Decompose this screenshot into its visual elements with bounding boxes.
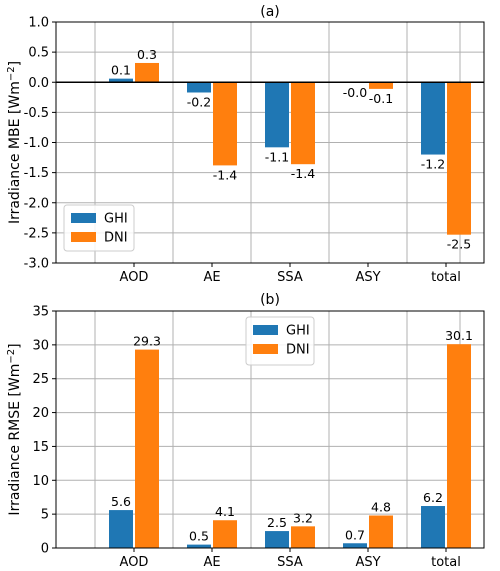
- x-tick-label: SSA: [277, 555, 303, 570]
- data-label: -1.1: [265, 149, 289, 164]
- x-tick-label: AOD: [120, 270, 149, 285]
- bar-dni-asy: [369, 515, 393, 548]
- y-axis-label: Irradiance RMSE [Wm−2]: [6, 343, 23, 515]
- bar-dni-total: [447, 344, 471, 548]
- x-tick-label: ASY: [355, 555, 380, 570]
- bar-dni-ssa: [291, 526, 315, 548]
- data-label: -0.0: [343, 85, 367, 100]
- bar-ghi-total: [421, 506, 445, 548]
- legend-label-dni: DNI: [286, 343, 310, 358]
- plot-frame: [55, 310, 485, 549]
- y-tick-label: 25: [32, 372, 49, 387]
- y-tick-label: -1.5: [24, 166, 49, 181]
- x-tick-label: AE: [203, 555, 220, 570]
- y-tick-label: 0.0: [28, 76, 49, 91]
- data-label: -1.4: [213, 167, 237, 182]
- bar-ghi-aod: [109, 78, 133, 83]
- bar-dni-aod: [135, 349, 159, 548]
- bar-dni-total: [447, 82, 471, 235]
- data-label: 4.8: [371, 499, 391, 514]
- data-label: 0.5: [189, 529, 209, 544]
- panel-b: 5.6 0.5 2.5 0.7 6.2 29.3 4.1 3.2 4.8 30.1 0 5 10 15 20…: [6, 292, 485, 570]
- y-tick-label: -3.0: [24, 257, 49, 272]
- x-tick-label: total: [431, 555, 461, 570]
- y-tick-label: -0.5: [24, 106, 49, 121]
- panel-title: (b): [260, 292, 280, 308]
- data-label: -1.2: [421, 157, 445, 172]
- bar-dni-ae: [213, 82, 237, 166]
- y-tick-label: -2.0: [24, 196, 49, 211]
- data-label: -1.4: [291, 166, 315, 181]
- y-axis-label-superscript: −2: [6, 66, 17, 81]
- y-tick-label: 20: [32, 406, 49, 421]
- data-label: 3.2: [293, 510, 313, 525]
- panel-title: (a): [260, 4, 280, 20]
- bar-ghi-asy: [343, 543, 367, 548]
- bar-ghi-ae: [187, 544, 211, 548]
- y-tick-label: 0.5: [28, 46, 49, 61]
- data-label: 6.2: [423, 490, 443, 505]
- legend-swatch-dni: [71, 232, 96, 242]
- panel-a: 0.1 -0.2 -1.1 -0.0 -1.2 0.3 -1.4 -1.4 -0.1 -2.5 -3…: [6, 4, 485, 285]
- bar-ghi-total: [421, 82, 445, 155]
- legend: GHI DNI: [63, 204, 135, 252]
- bar-dni-ssa: [291, 82, 315, 165]
- bar-ghi-ssa: [265, 531, 289, 548]
- legend-label-dni: DNI: [104, 231, 128, 246]
- y-tick-label: 30: [32, 338, 49, 353]
- data-label: -0.1: [369, 91, 393, 106]
- bar-dni-asy: [369, 82, 393, 89]
- data-label: -0.2: [187, 94, 211, 109]
- y-axis-label-text: Irradiance MBE [Wm: [7, 81, 23, 224]
- legend: GHI DNI: [245, 316, 315, 366]
- data-label: 4.1: [215, 504, 235, 519]
- legend-swatch-ghi: [71, 213, 96, 223]
- y-tick-label: -2.5: [24, 226, 49, 241]
- y-tick-label: 1.0: [28, 16, 49, 31]
- y-axis-label: Irradiance MBE [Wm−2]: [6, 61, 23, 224]
- y-tick-label: 0: [41, 542, 49, 557]
- data-label: 0.7: [345, 527, 365, 542]
- y-axis-label-end: ]: [7, 61, 23, 66]
- data-label: 30.1: [445, 328, 473, 343]
- x-tick-label: AOD: [120, 555, 149, 570]
- y-tick-label: 10: [32, 474, 49, 489]
- bar-ghi-ssa: [265, 82, 289, 148]
- bar-ghi-aod: [109, 510, 133, 548]
- x-tick-label: SSA: [277, 270, 303, 285]
- x-tick-label: ASY: [355, 270, 380, 285]
- data-label: 0.1: [111, 63, 131, 78]
- y-tick-label: -1.0: [24, 136, 49, 151]
- data-label: 2.5: [267, 515, 287, 530]
- y-tick-label: 15: [32, 440, 49, 455]
- data-label: 0.3: [137, 47, 157, 62]
- legend-label-ghi: GHI: [286, 324, 310, 339]
- bar-dni-aod: [135, 62, 159, 83]
- data-label: -2.5: [447, 237, 471, 252]
- bar-ghi-ae: [187, 82, 211, 93]
- y-axis-label-superscript: −2: [6, 349, 17, 364]
- x-tick-label: AE: [203, 270, 220, 285]
- y-tick-label: 5: [41, 508, 49, 523]
- y-axis-label-end: ]: [7, 343, 23, 348]
- data-label: 29.3: [133, 334, 161, 349]
- data-label: 5.6: [111, 494, 131, 509]
- bar-dni-ae: [213, 520, 237, 548]
- legend-swatch-dni: [253, 344, 278, 354]
- y-tick-label: 35: [32, 305, 49, 320]
- x-tick-label: total: [431, 270, 461, 285]
- y-axis-label-text: Irradiance RMSE [Wm: [7, 364, 23, 516]
- legend-swatch-ghi: [253, 325, 278, 335]
- legend-label-ghi: GHI: [104, 212, 128, 227]
